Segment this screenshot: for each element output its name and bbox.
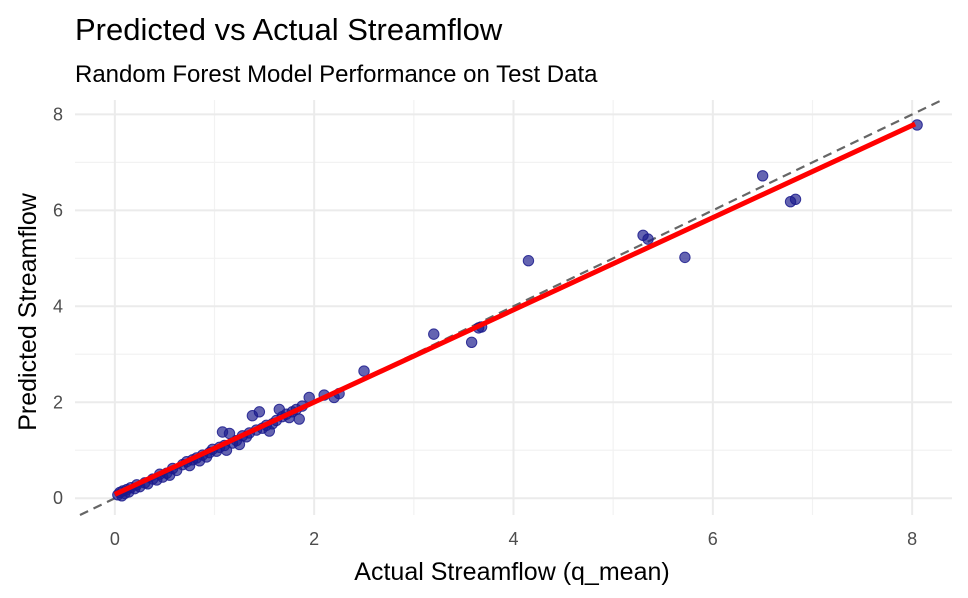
data-point <box>789 193 802 206</box>
x-tick-label: 6 <box>708 529 718 549</box>
reference-line <box>79 99 943 516</box>
y-axis-ticks: 0 2 4 6 8 <box>53 104 63 508</box>
x-tick-label: 8 <box>907 529 917 549</box>
data-point <box>358 365 370 377</box>
data-point <box>522 255 535 267</box>
chart-subtitle: Random Forest Model Performance on Test … <box>75 61 598 88</box>
x-tick-label: 2 <box>309 529 319 549</box>
y-tick-label: 8 <box>53 104 63 124</box>
data-point <box>293 413 305 425</box>
y-tick-label: 0 <box>53 488 63 508</box>
data-point <box>253 406 266 418</box>
data-point <box>428 328 440 340</box>
fit-line <box>113 121 917 497</box>
data-point <box>756 170 769 182</box>
data-point <box>642 233 654 245</box>
data-point <box>465 336 478 348</box>
x-tick-label: 4 <box>508 529 518 549</box>
grid <box>75 100 952 515</box>
chart-title: Predicted vs Actual Streamflow <box>75 12 503 47</box>
x-axis-ticks: 0 2 4 6 8 <box>110 529 917 549</box>
y-tick-label: 4 <box>53 296 63 316</box>
y-tick-label: 6 <box>53 200 63 220</box>
y-tick-label: 2 <box>53 392 63 412</box>
fit-line-group <box>113 121 917 497</box>
data-point <box>679 251 691 264</box>
x-tick-label: 0 <box>110 529 120 549</box>
reference-line-group <box>79 99 943 516</box>
y-axis-title: Predicted Streamflow <box>14 192 42 431</box>
x-axis-title: Actual Streamflow (q_mean) <box>354 558 669 586</box>
